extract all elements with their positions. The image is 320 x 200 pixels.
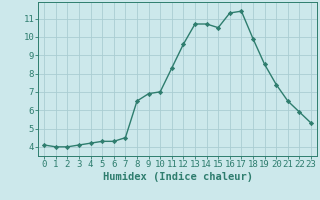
X-axis label: Humidex (Indice chaleur): Humidex (Indice chaleur) [103, 172, 252, 182]
